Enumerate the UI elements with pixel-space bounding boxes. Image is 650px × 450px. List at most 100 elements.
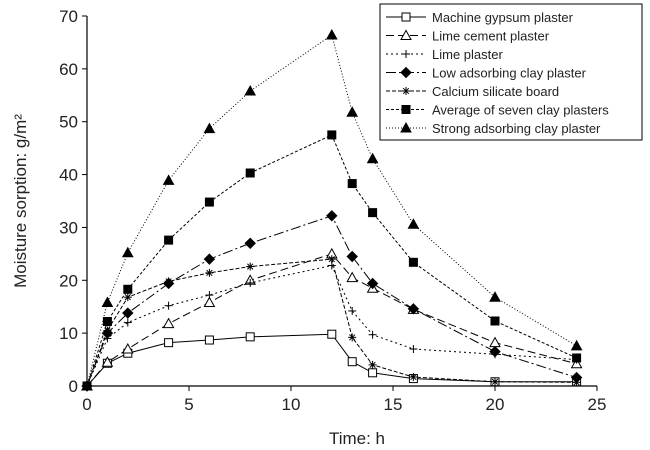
legend-marker [400,121,412,133]
legend-item: Lime cement plaster [386,29,550,44]
data-point [327,329,337,339]
legend-marker [401,12,411,22]
series-0 [82,329,582,391]
data-point [366,277,379,290]
y-tick-label: 10 [59,324,78,343]
series-1 [81,247,583,391]
legend-label: Calcium silicate board [432,84,559,99]
data-point [123,284,133,294]
data-point [123,318,132,327]
series-3 [81,210,583,392]
legend-marker [402,87,410,95]
y-tick-label: 40 [59,166,78,185]
data-point [572,353,582,363]
data-point [164,338,174,348]
x-tick-label: 10 [282,395,301,414]
y-tick-label: 0 [69,377,78,396]
data-point [164,301,173,310]
data-point [570,339,583,351]
data-point [347,179,357,189]
data-point [122,307,134,319]
legend-marker [400,29,412,40]
series-6 [81,28,583,391]
legend: Machine gypsum plaster Lime cement plaste… [379,3,643,141]
data-point [368,360,377,369]
legend-label: Lime cement plaster [432,29,550,44]
data-point [489,345,501,358]
data-point [348,333,357,342]
data-point [368,330,377,339]
legend-marker [401,105,411,114]
data-point [489,336,501,348]
series-line [86,258,577,387]
y-tick-label: 60 [59,60,78,79]
series-line [86,253,577,387]
data-point [326,210,338,222]
legend-label: Lime plaster [432,47,503,62]
data-point [101,356,114,367]
x-tick-label: 15 [384,395,403,414]
legend-item: Lime plaster [386,47,503,62]
data-point [366,152,379,164]
series-line [86,134,577,387]
data-point [204,197,214,207]
data-point [245,168,255,178]
legend-label: Strong adsorbing clay plaster [432,121,601,136]
legend-label: Low adsorbing clay plaster [432,66,587,81]
data-point [327,130,337,140]
data-point [101,296,114,307]
series-line [86,333,577,387]
data-point [408,257,418,267]
data-point [490,316,500,326]
legend-label: Machine gypsum plaster [432,10,574,25]
legend-item: Machine gypsum plaster [386,10,574,25]
x-tick-label: 20 [486,395,505,414]
data-point [407,303,420,315]
data-point [245,332,255,342]
data-point [572,378,581,387]
series-line [86,264,577,387]
data-point [409,373,418,382]
data-point [205,291,214,300]
data-point [203,296,216,307]
series-4 [83,255,581,390]
y-tick-label: 30 [59,218,78,237]
data-point [246,278,255,287]
axes: 0 5 10 15 20 25 0 10 20 30 40 50 60 70 [59,7,606,414]
legend-label: Average of seven clay plasters [432,103,609,118]
data-point [368,368,378,378]
data-point [244,85,257,96]
data-point [407,218,420,229]
data-point [346,271,359,283]
data-point [346,106,359,117]
data-point [489,291,501,302]
x-tick-label: 0 [82,395,91,414]
y-tick-label: 50 [59,113,78,132]
data-point [205,268,214,277]
legend-marker [400,66,412,79]
x-axis-title: Time: h [329,429,385,448]
data-point [164,277,173,286]
data-point [348,306,357,315]
data-point [203,122,216,134]
legend-item: Strong adsorbing clay plaster [386,121,601,136]
legend-item: Average of seven clay plasters [386,103,609,118]
series-5 [82,130,582,391]
x-tick-label: 5 [184,395,193,414]
data-point [409,345,418,353]
data-point [327,255,336,264]
series-line [86,215,577,387]
legend-item: Calcium silicate board [386,84,559,99]
data-point [246,262,255,271]
data-point [102,317,112,327]
data-point [325,28,338,40]
data-point [203,253,216,265]
data-point [204,335,214,345]
data-point [162,174,175,185]
y-tick-label: 70 [59,7,78,26]
y-tick-label: 20 [59,271,78,290]
y-axis-title: Moisture sorption: g/m² [11,114,30,288]
data-point [162,317,175,329]
data-point [121,342,134,354]
